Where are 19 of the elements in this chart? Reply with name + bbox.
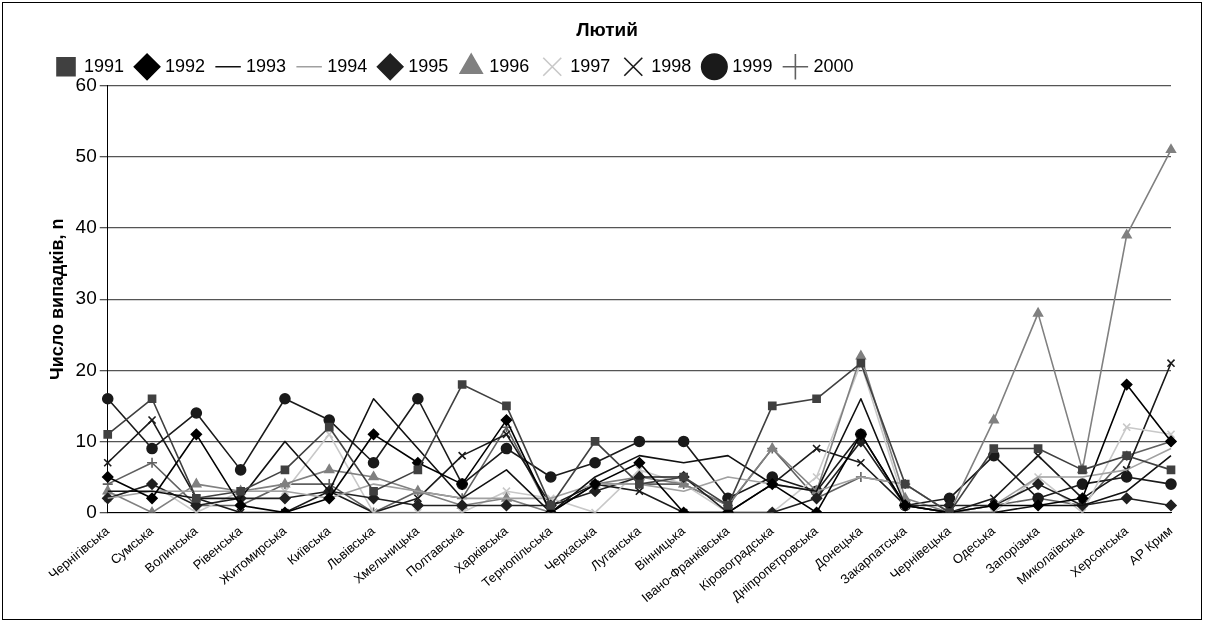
y-tick-label: 30 [75, 287, 97, 309]
chart-title: Лютий [576, 18, 638, 40]
legend-label: 1993 [246, 55, 287, 76]
legend-label: 1996 [489, 55, 530, 76]
legend-label: 1997 [570, 55, 611, 76]
y-tick-label: 10 [75, 429, 97, 451]
legend-label: 2000 [813, 55, 854, 76]
legend-label: 1999 [732, 55, 773, 76]
legend-label: 1992 [165, 55, 206, 76]
legend-label: 1994 [327, 55, 368, 76]
legend-label: 1998 [651, 55, 692, 76]
y-tick-label: 40 [75, 216, 97, 238]
y-tick-label: 20 [75, 358, 97, 380]
legend-label: 1991 [84, 55, 125, 76]
legend-label: 1995 [408, 55, 449, 76]
y-tick-label: 60 [75, 74, 97, 96]
y-tick-label: 50 [75, 145, 97, 167]
y-axis-title: Число випадків, n [46, 218, 67, 380]
y-tick-label: 0 [86, 500, 97, 522]
